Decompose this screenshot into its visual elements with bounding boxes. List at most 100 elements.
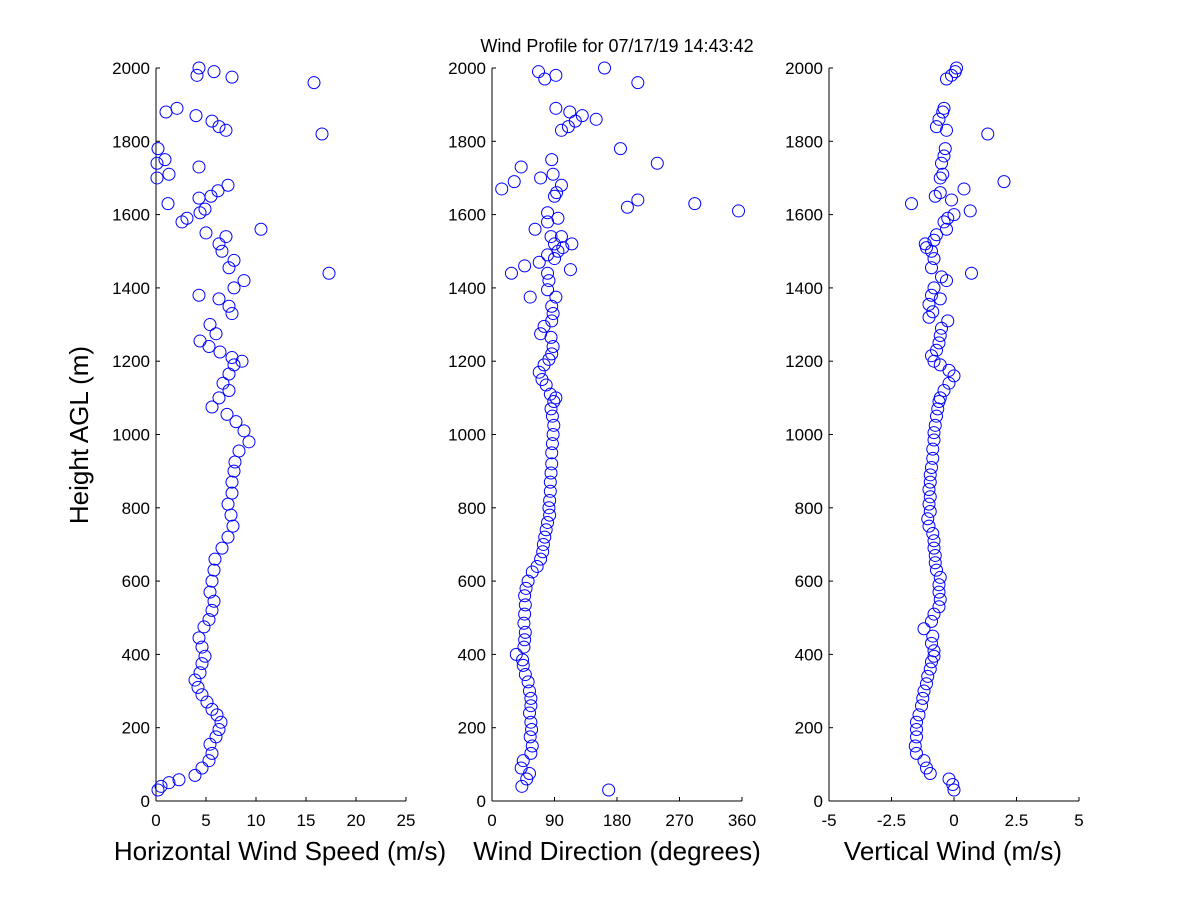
data-point bbox=[523, 730, 537, 744]
data-point bbox=[547, 395, 561, 409]
data-point bbox=[543, 387, 557, 401]
data-point bbox=[923, 504, 937, 518]
data-point bbox=[525, 723, 539, 737]
data-point bbox=[927, 607, 941, 621]
data-point bbox=[195, 640, 209, 654]
data-point bbox=[211, 184, 225, 198]
y-tick-label: 1800 bbox=[785, 132, 823, 151]
y-tick-label: 1400 bbox=[112, 279, 150, 298]
y-tick-label: 200 bbox=[458, 719, 486, 738]
x-tick-label: 20 bbox=[347, 811, 366, 830]
data-point bbox=[926, 629, 940, 643]
x-tick-label: 15 bbox=[297, 811, 316, 830]
data-point bbox=[935, 321, 948, 335]
data-point bbox=[598, 61, 611, 75]
data-point bbox=[150, 171, 164, 185]
y-tick-label: 2000 bbox=[112, 59, 150, 78]
data-point bbox=[151, 142, 165, 156]
data-point bbox=[948, 65, 962, 79]
data-point bbox=[928, 556, 942, 570]
data-point bbox=[918, 237, 932, 251]
y-tick-label: 400 bbox=[795, 645, 823, 664]
data-point bbox=[933, 358, 947, 372]
data-point bbox=[548, 252, 561, 266]
figure-title: Wind Profile for 07/17/19 14:43:42 bbox=[480, 36, 753, 56]
data-point bbox=[941, 314, 955, 328]
data-point bbox=[518, 259, 532, 273]
data-point bbox=[941, 211, 955, 225]
data-point bbox=[923, 468, 937, 482]
data-point bbox=[162, 776, 176, 790]
data-point bbox=[197, 620, 211, 634]
data-point bbox=[933, 186, 947, 200]
data-point bbox=[930, 409, 943, 423]
data-point bbox=[926, 526, 940, 540]
data-point bbox=[193, 334, 207, 348]
data-point bbox=[556, 241, 570, 255]
data-point bbox=[523, 684, 536, 698]
x-tick-label: 270 bbox=[665, 811, 693, 830]
data-point bbox=[920, 677, 933, 691]
data-point bbox=[180, 211, 194, 225]
data-point bbox=[212, 391, 226, 405]
data-point bbox=[213, 345, 227, 359]
data-point bbox=[518, 668, 532, 682]
y-tick-label: 1000 bbox=[448, 426, 486, 445]
data-point bbox=[516, 658, 530, 672]
data-point bbox=[151, 783, 165, 797]
data-point bbox=[933, 592, 947, 606]
horizontal-wind-speed-panel: 0 200 400 600 800 1000 1200 1400 1600 1800 2000 0 5 1… bbox=[112, 59, 415, 830]
y-tick-label: 1600 bbox=[112, 206, 150, 225]
data-point bbox=[205, 746, 219, 760]
y-tick-label: 0 bbox=[477, 792, 486, 811]
data-point bbox=[192, 160, 206, 174]
data-point bbox=[222, 299, 236, 313]
data-point bbox=[524, 691, 538, 705]
data-point bbox=[926, 442, 940, 456]
data-point bbox=[905, 197, 918, 211]
data-point bbox=[631, 76, 645, 90]
data-point bbox=[927, 233, 941, 247]
data-point bbox=[575, 109, 589, 123]
data-point bbox=[524, 746, 538, 760]
data-point bbox=[922, 519, 936, 533]
x-tick-label: 0 bbox=[949, 811, 958, 830]
data-point bbox=[222, 384, 236, 398]
data-point bbox=[650, 156, 664, 170]
data-point bbox=[192, 631, 206, 645]
data-point bbox=[225, 475, 239, 489]
x-tick-label: -2.5 bbox=[877, 811, 906, 830]
data-point bbox=[933, 570, 947, 584]
data-point bbox=[518, 607, 532, 621]
y-tick-label: 1000 bbox=[112, 426, 150, 445]
data-point bbox=[910, 715, 923, 729]
data-point bbox=[219, 123, 233, 137]
data-point bbox=[524, 699, 538, 713]
data-point bbox=[224, 508, 238, 522]
y-tick-label: 1800 bbox=[112, 132, 150, 151]
data-point bbox=[541, 283, 555, 297]
x-tick-label: 5 bbox=[1074, 811, 1083, 830]
data-point bbox=[227, 464, 241, 478]
data-point bbox=[932, 336, 946, 350]
data-point bbox=[936, 105, 950, 119]
data-point bbox=[916, 691, 930, 705]
y-tick-label: 0 bbox=[814, 792, 823, 811]
data-point bbox=[539, 523, 553, 537]
data-point bbox=[154, 779, 168, 793]
data-point bbox=[928, 418, 942, 432]
data-point bbox=[981, 127, 995, 141]
data-point bbox=[917, 754, 931, 768]
data-point bbox=[935, 270, 948, 284]
data-point bbox=[932, 600, 946, 614]
data-point bbox=[545, 457, 559, 471]
data-point bbox=[221, 530, 235, 544]
y-tick-label: 600 bbox=[458, 572, 486, 591]
data-point bbox=[220, 407, 234, 421]
data-point bbox=[532, 65, 546, 79]
data-point bbox=[940, 123, 953, 137]
y-tick-label: 1600 bbox=[785, 206, 823, 225]
data-point bbox=[620, 200, 634, 214]
data-point bbox=[997, 175, 1011, 189]
data-point bbox=[227, 358, 241, 372]
